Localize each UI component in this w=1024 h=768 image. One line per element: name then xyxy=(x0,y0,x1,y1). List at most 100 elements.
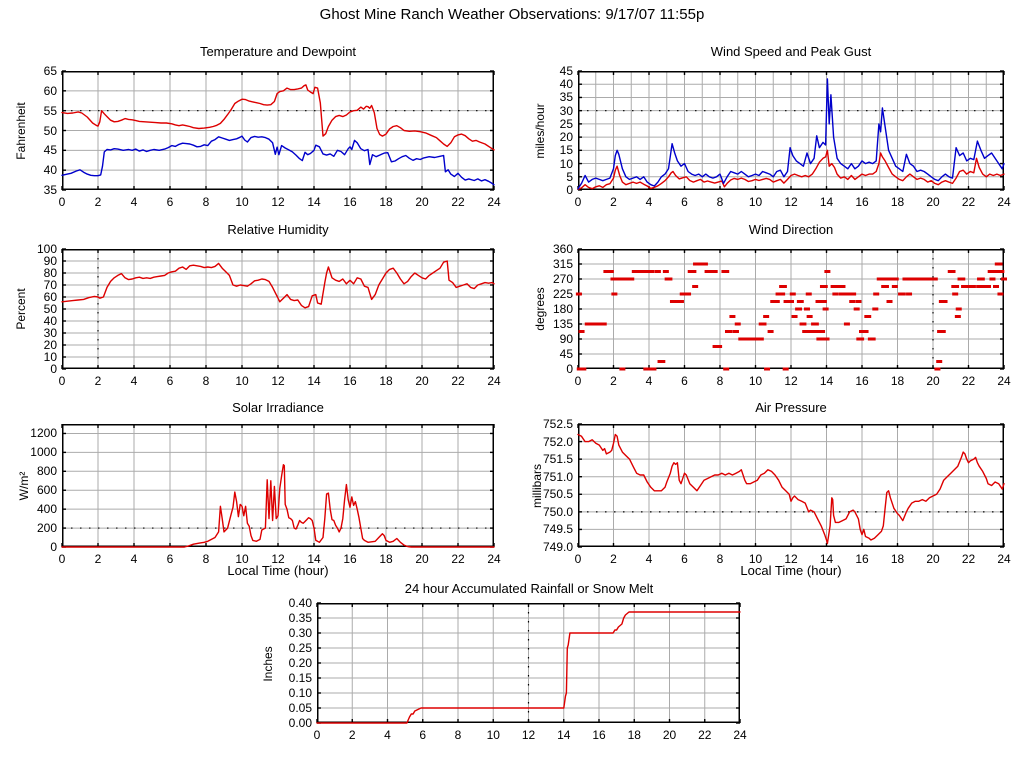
series-relative-humidity xyxy=(61,260,495,309)
x-tick-label: 24 xyxy=(487,195,501,209)
y-tick-label: 35 xyxy=(43,183,57,197)
x-tick-label: 14 xyxy=(819,374,834,388)
x-tick-label: 2 xyxy=(348,728,356,742)
y-tick-label: 10 xyxy=(43,350,57,364)
x-tick-label: 20 xyxy=(926,195,940,209)
x-tick-label: 22 xyxy=(961,195,976,209)
x-tick-label: 4 xyxy=(130,195,138,209)
x-tick-label: 18 xyxy=(379,374,393,388)
x-tick-label: 2 xyxy=(610,195,617,209)
y-tick-label: 60 xyxy=(43,83,57,98)
x-tick-label: 14 xyxy=(557,728,571,742)
x-tick-label: 12 xyxy=(521,728,536,742)
x-tick-label: 16 xyxy=(343,374,357,388)
x-tick-label: 18 xyxy=(890,195,905,209)
y-tick-label: 0 xyxy=(566,183,573,197)
series-temperature xyxy=(61,84,495,151)
x-tick-label: 4 xyxy=(645,195,653,209)
x-tick-label: 12 xyxy=(271,374,285,388)
y-tick-label: 30 xyxy=(559,103,573,118)
y-tick-label: 0.10 xyxy=(288,686,312,700)
x-tick-label: 8 xyxy=(202,195,210,209)
y-tick-label: 0.40 xyxy=(288,596,312,610)
y-tick-label: 0.20 xyxy=(288,656,312,670)
x-tick-label: 10 xyxy=(235,374,249,388)
y-tick-label: 315 xyxy=(552,257,573,271)
x-tick-label: 8 xyxy=(716,374,724,388)
y-tick-label: 90 xyxy=(43,254,57,268)
x-tick-label: 24 xyxy=(997,374,1011,388)
x-tick-label: 4 xyxy=(130,552,138,566)
x-tick-label: 14 xyxy=(819,195,834,209)
x-tick-label: 16 xyxy=(855,195,869,209)
x-tick-label: 18 xyxy=(890,374,905,388)
x-tick-label: 4 xyxy=(384,728,391,742)
y-tick-label: 135 xyxy=(552,317,573,331)
x-tick-label: 4 xyxy=(645,374,653,388)
x-tick-label: 0 xyxy=(313,728,321,742)
y-tick-label: 751.5 xyxy=(542,452,573,467)
y-tick-label: 750.5 xyxy=(542,487,573,502)
x-tick-label: 4 xyxy=(130,374,138,388)
y-tick-label: 600 xyxy=(36,483,57,498)
y-tick-label: 50 xyxy=(43,123,57,138)
y-tick-label: 20 xyxy=(43,338,57,352)
x-tick-label: 22 xyxy=(961,552,976,566)
x-tick-label: 24 xyxy=(487,374,501,388)
x-tick-label: 12 xyxy=(271,195,285,209)
x-tick-label: 8 xyxy=(202,374,210,388)
x-tick-label: 16 xyxy=(592,728,606,742)
y-tick-label: 749.0 xyxy=(542,540,573,554)
x-tick-label: 0 xyxy=(58,552,66,566)
x-tick-label: 18 xyxy=(627,728,641,742)
chart-title-temperature-dewpoint: Temperature and Dewpoint xyxy=(199,44,357,59)
y-tick-label: 5 xyxy=(566,169,573,184)
x-tick-label: 16 xyxy=(855,552,869,566)
y-tick-label: 50 xyxy=(43,302,57,316)
series-dewpoint xyxy=(61,135,495,186)
x-tick-label: 18 xyxy=(379,552,393,566)
y-tick-label: 0 xyxy=(50,362,57,376)
x-tick-label: 6 xyxy=(419,728,427,742)
y-tick-label: 225 xyxy=(552,287,573,301)
y-tick-label: 35 xyxy=(559,90,573,105)
x-tick-label: 18 xyxy=(890,552,905,566)
y-tick-label: 750.0 xyxy=(542,504,573,519)
x-tick-label: 22 xyxy=(451,552,465,566)
x-tick-label: 8 xyxy=(716,195,724,209)
x-tick-label: 22 xyxy=(451,374,465,388)
x-tick-label: 24 xyxy=(997,552,1011,566)
plot-solar xyxy=(61,424,495,548)
chart-title-solar-irradiance: Solar Irradiance xyxy=(232,400,324,415)
y-tick-label: 40 xyxy=(559,77,573,92)
x-tick-label: 10 xyxy=(748,195,763,209)
x-tick-label: 14 xyxy=(307,195,321,209)
x-tick-label: 8 xyxy=(454,728,462,742)
x-tick-label: 16 xyxy=(343,552,357,566)
y-tick-label: 1000 xyxy=(30,445,57,460)
y-tick-label: 1200 xyxy=(30,426,57,441)
x-tick-label: 0 xyxy=(574,374,582,388)
x-tick-label: 10 xyxy=(486,728,500,742)
y-tick-label: 45 xyxy=(559,64,573,78)
x-tick-label: 14 xyxy=(307,374,321,388)
y-tick-label: 70 xyxy=(43,278,57,292)
x-tick-label: 6 xyxy=(166,552,174,566)
x-tick-label: 16 xyxy=(855,374,869,388)
x-tick-label: 0 xyxy=(58,195,66,209)
x-tick-label: 8 xyxy=(716,552,724,566)
x-tick-label: 8 xyxy=(202,552,210,566)
x-tick-label: 2 xyxy=(94,374,102,388)
x-tick-label: 24 xyxy=(733,728,747,742)
x-tick-label: 20 xyxy=(415,195,429,209)
x-tick-label: 20 xyxy=(926,374,940,388)
x-tick-label: 6 xyxy=(681,552,688,566)
series-accumulated-rainfall xyxy=(316,611,741,724)
x-tick-label: 20 xyxy=(662,728,677,742)
x-tick-label: 20 xyxy=(926,552,940,566)
y-tick-label: 15 xyxy=(559,143,573,158)
chart-title-wind-direction: Wind Direction xyxy=(748,222,834,237)
y-tick-label: 45 xyxy=(559,347,573,361)
y-tick-label: 45 xyxy=(43,143,57,158)
y-tick-label: 751.0 xyxy=(542,469,573,484)
